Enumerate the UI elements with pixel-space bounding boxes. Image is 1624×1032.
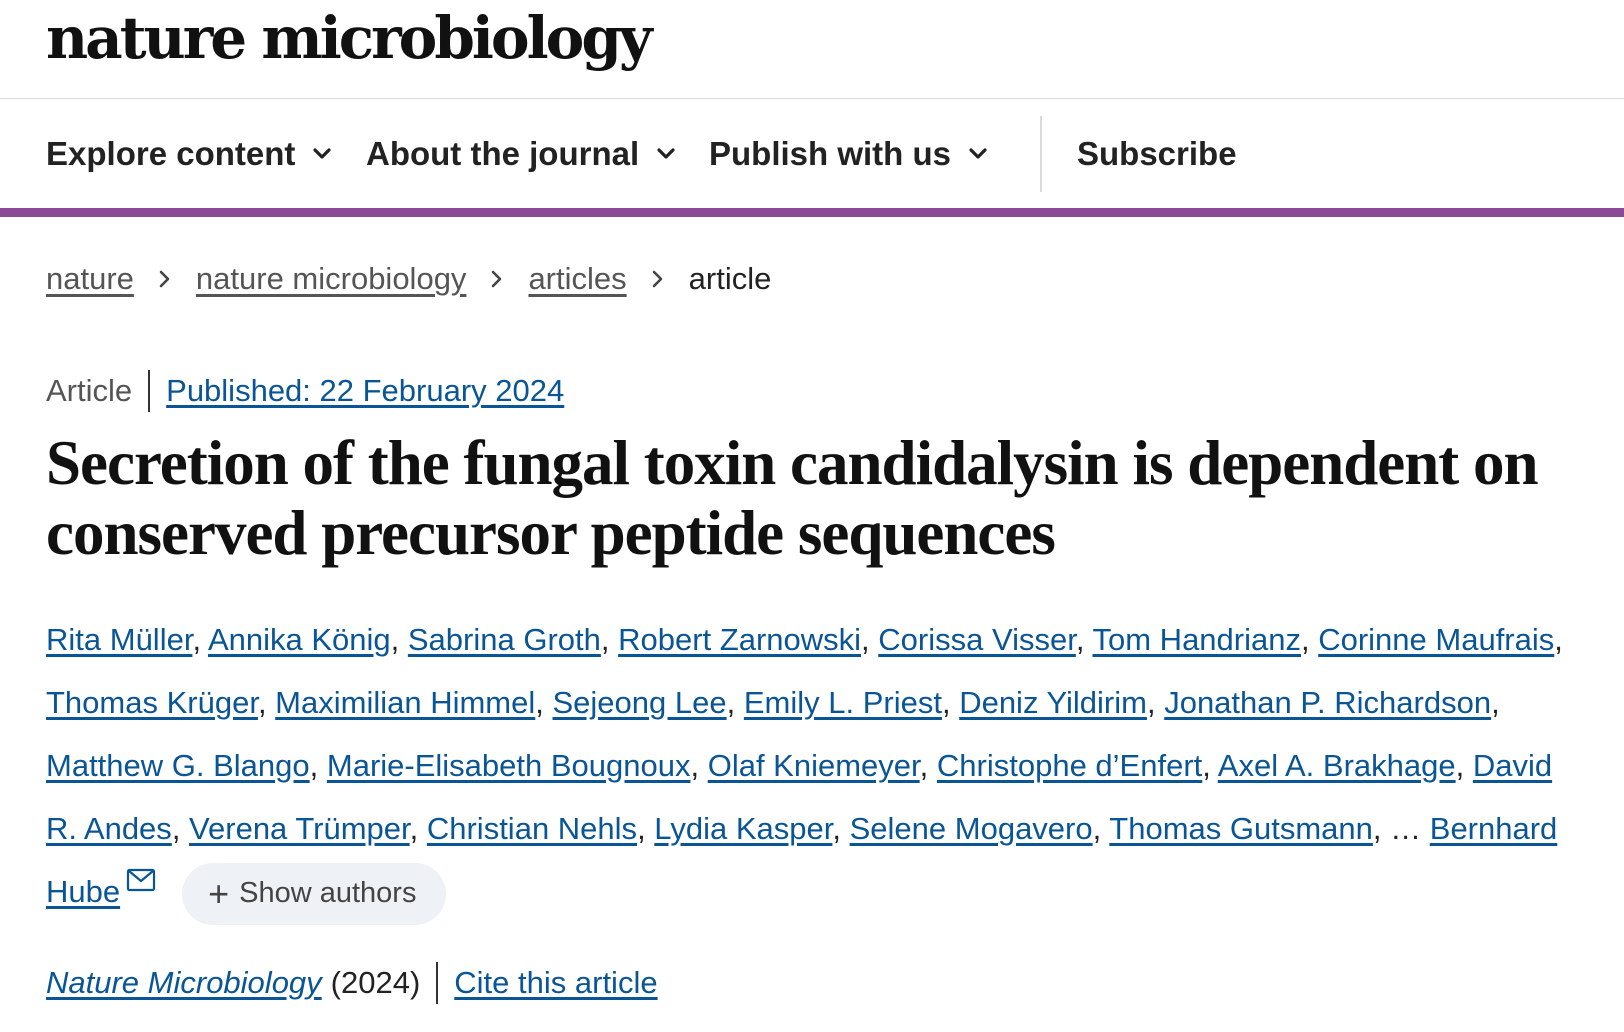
author-separator: , (1554, 622, 1563, 657)
breadcrumb-current: article (688, 261, 772, 296)
author-link[interactable]: Lydia Kasper (654, 811, 833, 846)
author-link[interactable]: Rita Müller (46, 622, 193, 657)
author-link[interactable]: Thomas Krüger (46, 685, 258, 720)
authors-container: Rita Müller, Annika König, Sabrina Groth… (46, 622, 1563, 846)
nav-about-journal[interactable]: About the journal (366, 100, 681, 208)
author-link[interactable]: Corinne Maufrais (1318, 622, 1555, 657)
author-link[interactable]: Sejeong Lee (552, 685, 727, 720)
author-link[interactable]: Christophe d’Enfert (936, 748, 1203, 783)
masthead: nature microbiology (0, 0, 1624, 99)
author-separator: , (1300, 622, 1319, 657)
author-separator: , (192, 622, 208, 657)
journal-logo[interactable]: nature microbiology (46, 4, 653, 72)
breadcrumb-nature-microbiology[interactable]: nature microbiology (195, 261, 467, 296)
citation-divider (436, 962, 439, 1004)
author-link[interactable]: David R. Andes (46, 748, 1553, 846)
author-link[interactable]: Maximilian Himmel (275, 685, 536, 720)
author-link[interactable]: Olaf Kniemeyer (707, 748, 920, 783)
ellipsis: … (1390, 811, 1422, 846)
author-separator: , (171, 811, 190, 846)
nav-item-label: Publish with us (709, 135, 952, 172)
article-title: Secretion of the fungal toxin candidalys… (46, 428, 1539, 568)
author-link[interactable]: Annika König (207, 622, 391, 657)
author-link[interactable]: Verena Trümper (189, 811, 410, 846)
author-link[interactable]: Emily L. Priest (743, 685, 942, 720)
nav-explore-content[interactable]: Explore content (46, 100, 337, 208)
breadcrumb-articles[interactable]: articles (528, 261, 627, 296)
author-link[interactable]: Matthew G. Blango (46, 748, 310, 783)
author-link[interactable]: Jonathan P. Richardson (1164, 685, 1492, 720)
author-link[interactable]: Corissa Visser (878, 622, 1076, 657)
corresponding-author-link[interactable]: Bernhard Hube (46, 811, 1558, 909)
plus-icon: + (208, 872, 230, 914)
author-separator: , (637, 811, 655, 846)
authors-ellipsis: , … (1372, 811, 1422, 846)
citation-line: Nature Microbiology (2024) Cite this art… (46, 962, 658, 1004)
author-link[interactable]: Marie-Elisabeth Bougnoux (326, 748, 691, 783)
author-separator: , (1491, 685, 1500, 720)
author-separator: , (726, 685, 744, 720)
author-separator: , (1092, 811, 1110, 846)
published-date-link[interactable]: Published: 22 February 2024 (166, 373, 565, 408)
article-type: Article (46, 373, 133, 408)
author-link[interactable]: Sabrina Groth (407, 622, 601, 657)
breadcrumb-nature[interactable]: nature (46, 261, 134, 296)
nav-item-label: About the journal (366, 135, 640, 172)
author-separator: , (832, 811, 850, 846)
show-authors-button[interactable]: + Show authors (182, 862, 447, 925)
author-link[interactable]: Robert Zarnowski (618, 622, 862, 657)
breadcrumb: nature nature microbiology articles arti… (46, 256, 771, 302)
meta-divider (148, 370, 151, 412)
show-authors-label: Show authors (239, 877, 417, 910)
article-meta: Article Published: 22 February 2024 (46, 370, 564, 412)
author-separator: , (1202, 748, 1218, 783)
main-nav: Explore content About the journal Publis… (0, 100, 1624, 208)
author-separator: , (941, 685, 960, 720)
author-separator: , (1075, 622, 1093, 657)
author-separator: , (1146, 685, 1165, 720)
author-separator: , (535, 685, 553, 720)
author-link[interactable]: Tom Handrianz (1092, 622, 1301, 657)
author-separator: , (861, 622, 879, 657)
author-separator: , (690, 748, 708, 783)
nav-item-label: Explore content (46, 135, 296, 172)
author-separator: , (600, 622, 619, 657)
chevron-right-icon (492, 270, 502, 288)
chevron-right-icon (159, 270, 170, 288)
journal-link[interactable]: Nature Microbiology (46, 965, 322, 1000)
nav-divider (1040, 116, 1042, 192)
author-link[interactable]: Axel A. Brakhage (1217, 748, 1456, 783)
chevron-right-icon (652, 270, 662, 288)
chevron-down-icon (969, 148, 987, 159)
cite-article-link[interactable]: Cite this article (454, 965, 658, 1000)
author-separator: , (309, 748, 327, 783)
chevron-down-icon (313, 148, 331, 159)
accent-bar (0, 208, 1624, 217)
author-link[interactable]: Christian Nehls (426, 811, 638, 846)
publication-year: (2024) (330, 965, 421, 1000)
author-link[interactable]: Selene Mogavero (849, 811, 1093, 846)
author-separator: , (257, 685, 276, 720)
author-separator: , (919, 748, 937, 783)
author-separator: , (409, 811, 427, 846)
author-separator: , (1455, 748, 1473, 783)
nav-subscribe[interactable]: Subscribe (1077, 135, 1237, 172)
chevron-down-icon (657, 148, 675, 159)
author-separator: , (390, 622, 408, 657)
mail-icon[interactable] (126, 868, 156, 892)
author-link[interactable]: Deniz Yildirim (959, 685, 1147, 720)
author-link[interactable]: Thomas Gutsmann (1109, 811, 1373, 846)
author-list: Rita Müller, Annika König, Sabrina Groth… (46, 608, 1576, 925)
nav-publish-with-us[interactable]: Publish with us (709, 100, 993, 208)
